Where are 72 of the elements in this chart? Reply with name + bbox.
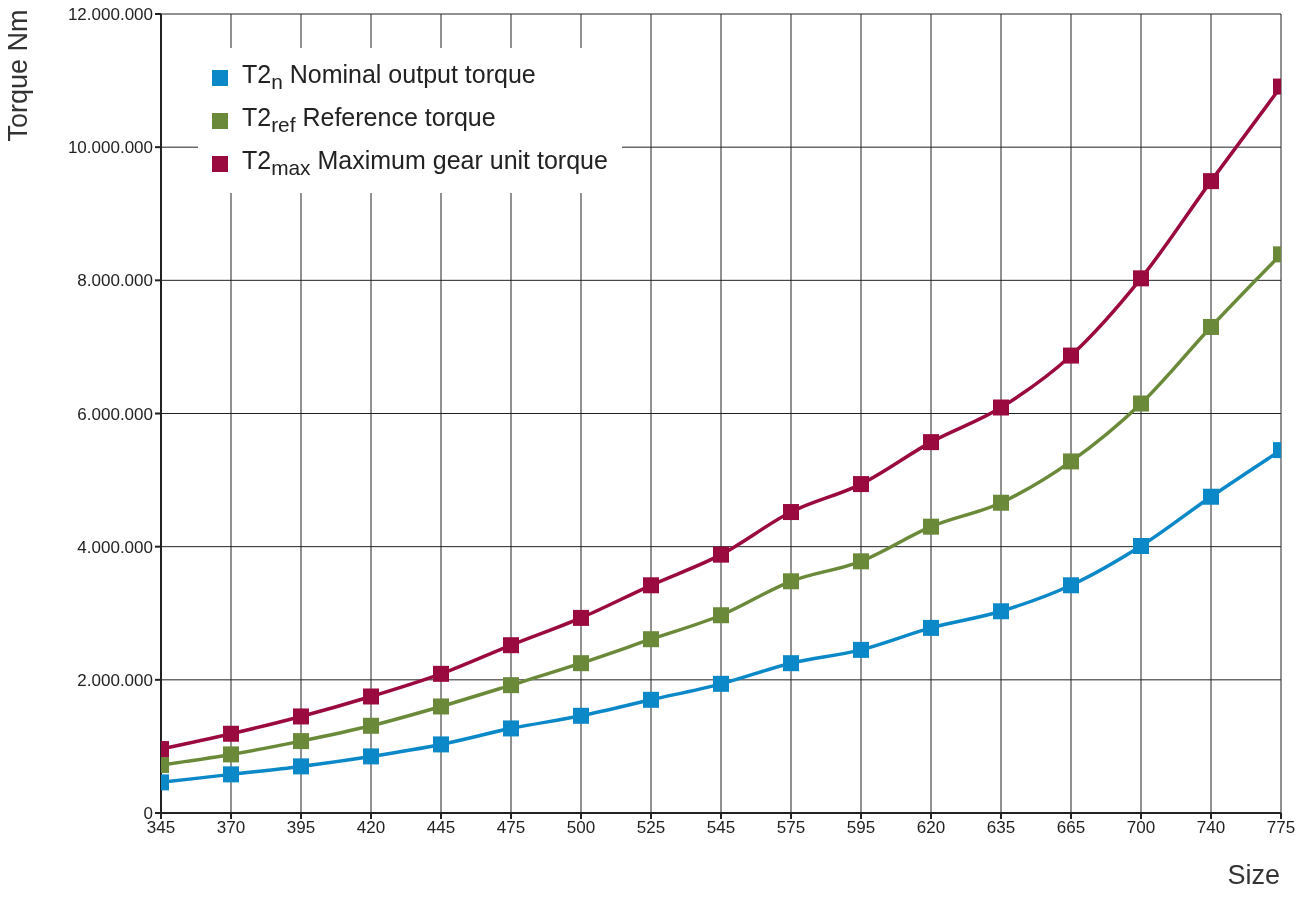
point: [1203, 488, 1219, 505]
x-tick-label: 475: [496, 818, 526, 838]
point: [643, 577, 659, 594]
point: [363, 717, 379, 734]
point: [1063, 453, 1079, 470]
point: [363, 748, 379, 765]
legend-label: T2$_{ref}$ Reference torque: [242, 103, 496, 137]
point: [643, 691, 659, 708]
y-axis-title: Torque Nm: [2, 9, 34, 142]
x-tick-label: 445: [426, 818, 456, 838]
point: [643, 631, 659, 648]
point: [293, 733, 309, 750]
point: [1133, 395, 1149, 412]
x-axis-title: Size: [1227, 860, 1280, 891]
y-tick-label: 6.000.000: [77, 404, 153, 424]
legend-label: T2$_{n}$ Nominal output torque: [242, 60, 536, 94]
point: [433, 665, 449, 682]
x-tick-label: 595: [846, 818, 876, 838]
y-tick-label: 12.000.000: [67, 5, 153, 25]
point: [1203, 318, 1219, 335]
point: [783, 655, 799, 672]
point: [1133, 538, 1149, 554]
point: [363, 688, 379, 705]
x-tick-label: 620: [916, 818, 946, 838]
point: [433, 698, 449, 715]
x-tick-label: 545: [706, 818, 736, 838]
x-tick-label: 700: [1126, 818, 1156, 838]
point: [293, 758, 309, 775]
point: [993, 494, 1009, 511]
x-tick-label: 420: [356, 818, 386, 838]
point: [853, 553, 869, 570]
point: [223, 725, 239, 742]
y-tick-label: 2.000.000: [77, 670, 153, 690]
point: [223, 766, 239, 783]
point: [573, 655, 589, 672]
y-tick-label: 8.000.000: [77, 271, 153, 291]
y-tick-label: 4.000.000: [77, 537, 153, 557]
x-tick-label: 500: [566, 818, 596, 838]
x-tick-label: 525: [636, 818, 666, 838]
point: [503, 637, 519, 654]
point: [713, 607, 729, 624]
x-tick-label: 635: [986, 818, 1016, 838]
point: [713, 675, 729, 692]
x-tick-label: 370: [216, 818, 246, 838]
point: [573, 609, 589, 626]
x-tick-label: 395: [286, 818, 316, 838]
point: [923, 434, 939, 451]
legend-label: T2$_{max}$ Maximum gear unit torque: [242, 146, 608, 180]
point: [503, 677, 519, 694]
point: [923, 518, 939, 535]
point: [503, 720, 519, 737]
point: [293, 708, 309, 725]
y-tick-label: 10.000.000: [67, 138, 153, 158]
x-tick-label: 740: [1196, 818, 1226, 838]
point: [573, 707, 589, 724]
point: [1063, 577, 1079, 594]
point: [1133, 270, 1149, 287]
point: [853, 476, 869, 493]
x-tick-label: 575: [776, 818, 806, 838]
point: [783, 504, 799, 521]
point: [923, 619, 939, 636]
point: [223, 746, 239, 763]
point: [713, 546, 729, 563]
point: [993, 399, 1009, 416]
point: [783, 573, 799, 590]
point: [993, 603, 1009, 620]
x-tick-label: 665: [1056, 818, 1086, 838]
x-tick-label: 775: [1266, 818, 1296, 838]
point: [433, 736, 449, 753]
point: [853, 641, 869, 658]
point: [1063, 347, 1079, 364]
point: [1203, 173, 1219, 190]
